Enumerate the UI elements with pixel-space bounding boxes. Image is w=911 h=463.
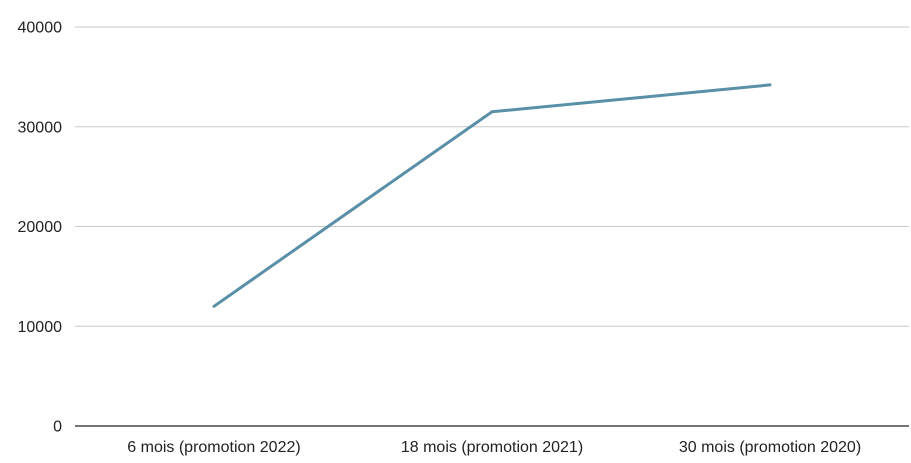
x-tick-label: 30 mois (promotion 2020) xyxy=(679,439,861,456)
y-tick-label: 10000 xyxy=(18,319,63,336)
series-line xyxy=(212,83,772,308)
y-axis-tick-labels: 0 10000 20000 30000 40000 xyxy=(18,20,63,436)
y-tick-label: 0 xyxy=(53,419,62,436)
series-layer xyxy=(212,83,772,308)
y-tick-label: 40000 xyxy=(18,20,63,37)
y-tick-label: 20000 xyxy=(18,219,63,236)
x-tick-label: 6 mois (promotion 2022) xyxy=(127,439,300,456)
y-tick-label: 30000 xyxy=(18,119,63,136)
gridlines xyxy=(75,26,909,327)
x-tick-label: 18 mois (promotion 2021) xyxy=(401,439,583,456)
x-axis-tick-labels: 6 mois (promotion 2022) 18 mois (promotio… xyxy=(127,439,861,456)
